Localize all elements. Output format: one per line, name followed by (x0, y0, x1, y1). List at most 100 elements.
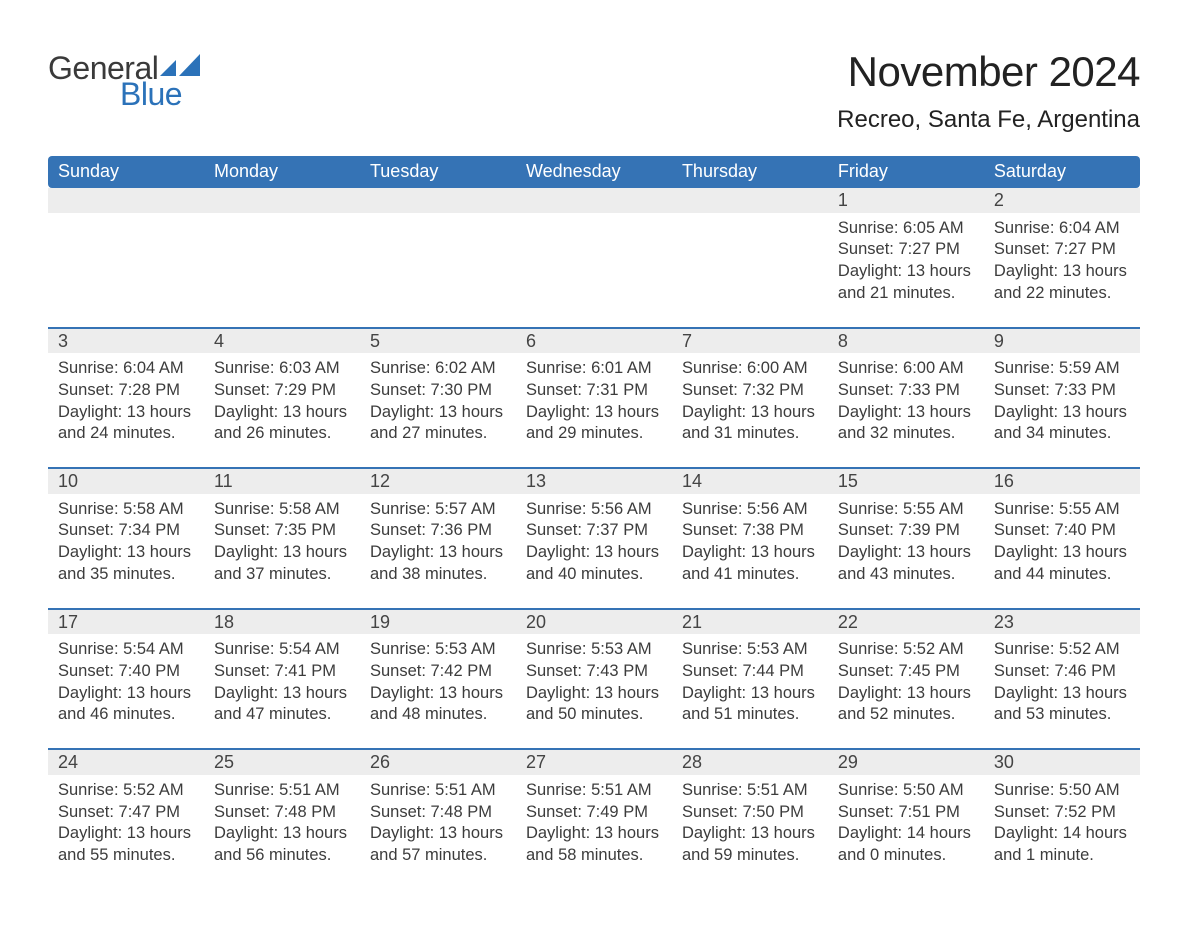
calendar-cell: 29Sunrise: 5:50 AMSunset: 7:51 PMDayligh… (828, 748, 984, 889)
sunset-line: Sunset: 7:49 PM (526, 802, 666, 824)
sunset-line: Sunset: 7:45 PM (838, 661, 978, 683)
calendar-cell: 3Sunrise: 6:04 AMSunset: 7:28 PMDaylight… (48, 327, 204, 468)
calendar-cell-blank (516, 188, 672, 327)
sunrise-line: Sunrise: 5:55 AM (838, 499, 978, 521)
sunrise-line: Sunrise: 5:53 AM (526, 639, 666, 661)
calendar-page: General Blue November 2024 Recreo, Santa… (0, 0, 1188, 929)
calendar-cell: 13Sunrise: 5:56 AMSunset: 7:37 PMDayligh… (516, 467, 672, 608)
brand-word-2: Blue (120, 78, 200, 110)
calendar-cell: 15Sunrise: 5:55 AMSunset: 7:39 PMDayligh… (828, 467, 984, 608)
daylight-line: Daylight: 13 hours and 32 minutes. (838, 402, 978, 446)
daylight-line: Daylight: 13 hours and 22 minutes. (994, 261, 1134, 305)
calendar-cell: 5Sunrise: 6:02 AMSunset: 7:30 PMDaylight… (360, 327, 516, 468)
sunrise-line: Sunrise: 5:54 AM (58, 639, 198, 661)
sunrise-line: Sunrise: 5:52 AM (58, 780, 198, 802)
day-details: Sunrise: 5:55 AMSunset: 7:40 PMDaylight:… (984, 494, 1140, 586)
day-number: 6 (516, 327, 672, 354)
daylight-line: Daylight: 13 hours and 59 minutes. (682, 823, 822, 867)
weekday-header: Monday (204, 156, 360, 188)
location-subtitle: Recreo, Santa Fe, Argentina (837, 106, 1140, 134)
day-number: 1 (828, 188, 984, 213)
sunset-line: Sunset: 7:27 PM (838, 239, 978, 261)
sunset-line: Sunset: 7:41 PM (214, 661, 354, 683)
day-number: 29 (828, 748, 984, 775)
calendar-cell: 1Sunrise: 6:05 AMSunset: 7:27 PMDaylight… (828, 188, 984, 327)
calendar-row: 17Sunrise: 5:54 AMSunset: 7:40 PMDayligh… (48, 608, 1140, 749)
day-details: Sunrise: 6:00 AMSunset: 7:32 PMDaylight:… (672, 353, 828, 445)
day-number: 17 (48, 608, 204, 635)
calendar-cell-blank (360, 188, 516, 327)
day-details: Sunrise: 5:54 AMSunset: 7:41 PMDaylight:… (204, 634, 360, 726)
day-details: Sunrise: 6:04 AMSunset: 7:28 PMDaylight:… (48, 353, 204, 445)
calendar-cell: 19Sunrise: 5:53 AMSunset: 7:42 PMDayligh… (360, 608, 516, 749)
daylight-line: Daylight: 13 hours and 34 minutes. (994, 402, 1134, 446)
sunrise-line: Sunrise: 6:00 AM (838, 358, 978, 380)
calendar-cell: 7Sunrise: 6:00 AMSunset: 7:32 PMDaylight… (672, 327, 828, 468)
daylight-line: Daylight: 14 hours and 1 minute. (994, 823, 1134, 867)
day-number: 5 (360, 327, 516, 354)
title-block: November 2024 Recreo, Santa Fe, Argentin… (837, 30, 1140, 138)
calendar-cell: 25Sunrise: 5:51 AMSunset: 7:48 PMDayligh… (204, 748, 360, 889)
day-number: 30 (984, 748, 1140, 775)
calendar-cell: 17Sunrise: 5:54 AMSunset: 7:40 PMDayligh… (48, 608, 204, 749)
calendar-cell-blank (672, 188, 828, 327)
sunrise-line: Sunrise: 5:51 AM (370, 780, 510, 802)
calendar-cell: 14Sunrise: 5:56 AMSunset: 7:38 PMDayligh… (672, 467, 828, 608)
day-details: Sunrise: 6:05 AMSunset: 7:27 PMDaylight:… (828, 213, 984, 305)
daylight-line: Daylight: 13 hours and 52 minutes. (838, 683, 978, 727)
day-details: Sunrise: 5:51 AMSunset: 7:48 PMDaylight:… (204, 775, 360, 867)
weekday-header: Tuesday (360, 156, 516, 188)
page-header: General Blue November 2024 Recreo, Santa… (48, 30, 1140, 138)
sunrise-line: Sunrise: 5:52 AM (838, 639, 978, 661)
daylight-line: Daylight: 13 hours and 55 minutes. (58, 823, 198, 867)
sunrise-line: Sunrise: 5:57 AM (370, 499, 510, 521)
calendar-cell: 18Sunrise: 5:54 AMSunset: 7:41 PMDayligh… (204, 608, 360, 749)
calendar-row: 24Sunrise: 5:52 AMSunset: 7:47 PMDayligh… (48, 748, 1140, 889)
day-number: 10 (48, 467, 204, 494)
calendar-cell: 24Sunrise: 5:52 AMSunset: 7:47 PMDayligh… (48, 748, 204, 889)
sunrise-line: Sunrise: 5:54 AM (214, 639, 354, 661)
sunset-line: Sunset: 7:35 PM (214, 520, 354, 542)
day-number: 25 (204, 748, 360, 775)
calendar-cell: 28Sunrise: 5:51 AMSunset: 7:50 PMDayligh… (672, 748, 828, 889)
sunset-line: Sunset: 7:43 PM (526, 661, 666, 683)
sunset-line: Sunset: 7:44 PM (682, 661, 822, 683)
day-details: Sunrise: 6:00 AMSunset: 7:33 PMDaylight:… (828, 353, 984, 445)
sunset-line: Sunset: 7:48 PM (370, 802, 510, 824)
sunrise-line: Sunrise: 5:56 AM (682, 499, 822, 521)
sunset-line: Sunset: 7:38 PM (682, 520, 822, 542)
daylight-line: Daylight: 13 hours and 53 minutes. (994, 683, 1134, 727)
calendar-cell: 20Sunrise: 5:53 AMSunset: 7:43 PMDayligh… (516, 608, 672, 749)
weekday-header: Sunday (48, 156, 204, 188)
sunset-line: Sunset: 7:52 PM (994, 802, 1134, 824)
calendar-cell: 4Sunrise: 6:03 AMSunset: 7:29 PMDaylight… (204, 327, 360, 468)
day-number: 3 (48, 327, 204, 354)
calendar-cell: 16Sunrise: 5:55 AMSunset: 7:40 PMDayligh… (984, 467, 1140, 608)
day-number: 21 (672, 608, 828, 635)
sunset-line: Sunset: 7:51 PM (838, 802, 978, 824)
calendar-row: 10Sunrise: 5:58 AMSunset: 7:34 PMDayligh… (48, 467, 1140, 608)
daylight-line: Daylight: 13 hours and 21 minutes. (838, 261, 978, 305)
weekday-header: Wednesday (516, 156, 672, 188)
day-details: Sunrise: 5:59 AMSunset: 7:33 PMDaylight:… (984, 353, 1140, 445)
calendar-row: 3Sunrise: 6:04 AMSunset: 7:28 PMDaylight… (48, 327, 1140, 468)
day-details: Sunrise: 6:03 AMSunset: 7:29 PMDaylight:… (204, 353, 360, 445)
day-details: Sunrise: 5:51 AMSunset: 7:48 PMDaylight:… (360, 775, 516, 867)
day-details: Sunrise: 5:52 AMSunset: 7:47 PMDaylight:… (48, 775, 204, 867)
day-details: Sunrise: 5:53 AMSunset: 7:44 PMDaylight:… (672, 634, 828, 726)
sunrise-line: Sunrise: 6:02 AM (370, 358, 510, 380)
calendar-cell-blank (204, 188, 360, 327)
calendar-cell-blank (48, 188, 204, 327)
day-details: Sunrise: 5:53 AMSunset: 7:42 PMDaylight:… (360, 634, 516, 726)
calendar-cell: 21Sunrise: 5:53 AMSunset: 7:44 PMDayligh… (672, 608, 828, 749)
calendar-cell: 6Sunrise: 6:01 AMSunset: 7:31 PMDaylight… (516, 327, 672, 468)
sunset-line: Sunset: 7:36 PM (370, 520, 510, 542)
sunrise-line: Sunrise: 6:03 AM (214, 358, 354, 380)
day-number (204, 188, 360, 213)
day-number (360, 188, 516, 213)
sunrise-line: Sunrise: 5:56 AM (526, 499, 666, 521)
day-number: 19 (360, 608, 516, 635)
daylight-line: Daylight: 13 hours and 35 minutes. (58, 542, 198, 586)
day-number: 8 (828, 327, 984, 354)
day-number (672, 188, 828, 213)
